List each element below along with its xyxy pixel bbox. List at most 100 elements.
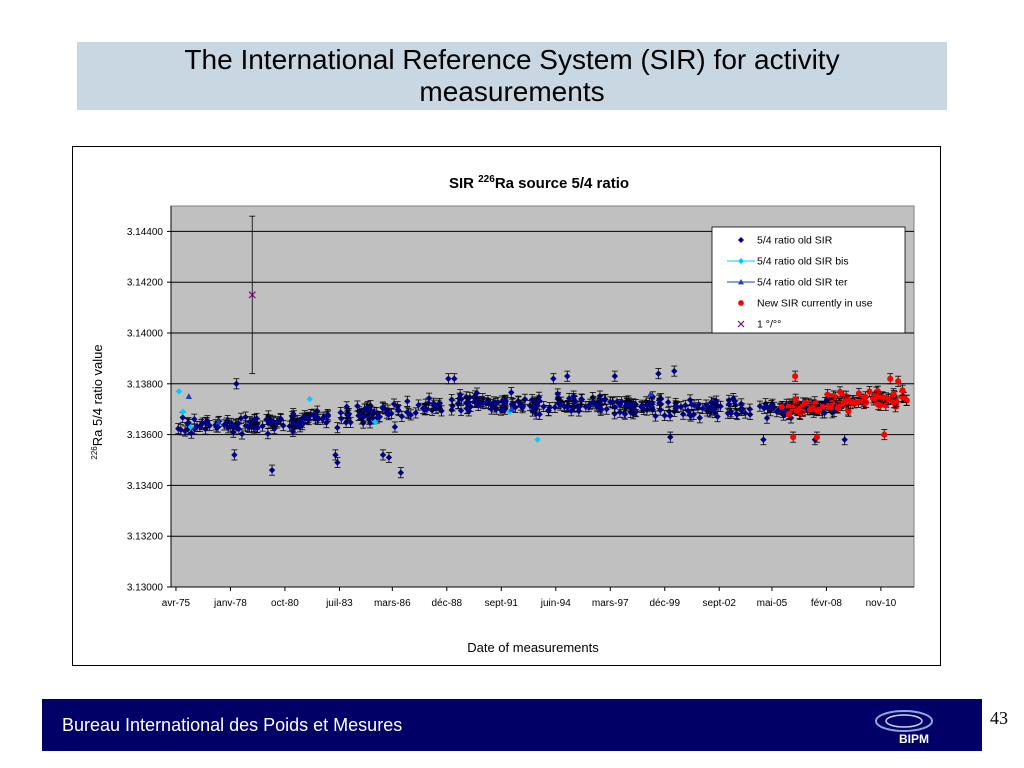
- old-sir-bis-point: [187, 423, 195, 431]
- x-tick-label: mai-05: [757, 598, 788, 609]
- series-5: [248, 215, 256, 375]
- old-sir-point: [425, 395, 433, 402]
- old-sir-point: [586, 401, 594, 408]
- old-sir-point: [589, 394, 596, 401]
- old-sir-point: [479, 400, 487, 407]
- new-sir-point: [900, 394, 907, 401]
- old-sir-point: [664, 399, 672, 406]
- new-sir-point: [813, 434, 820, 441]
- old-sir-point: [673, 403, 681, 410]
- old-sir-point: [175, 425, 182, 432]
- old-sir-point: [391, 423, 399, 431]
- old-sir-point: [609, 399, 616, 407]
- old-sir-point: [649, 393, 656, 401]
- old-sir-point: [233, 380, 240, 387]
- old-sir-point: [622, 402, 630, 409]
- old-sir-point: [725, 401, 733, 408]
- old-sir-point: [555, 400, 562, 407]
- legend-box: [711, 226, 906, 334]
- old-sir-point: [708, 398, 715, 406]
- old-sir-point: [230, 424, 237, 432]
- old-sir-point: [337, 409, 344, 416]
- x-tick-label: avr-75: [162, 598, 191, 609]
- old-sir-point: [474, 395, 481, 402]
- new-sir-point: [824, 391, 831, 398]
- old-sir-point: [379, 403, 387, 411]
- old-sir-point: [492, 400, 500, 407]
- new-sir-point: [893, 398, 900, 405]
- legend-old-sir-marker: [738, 237, 744, 243]
- legend-one-permille-marker: [737, 320, 745, 328]
- old-sir-point: [502, 397, 509, 404]
- old-sir-point: [702, 401, 710, 409]
- old-sir-point: [696, 414, 703, 421]
- old-sir-point: [710, 405, 718, 413]
- new-sir-point: [862, 393, 869, 400]
- old-sir-point: [407, 411, 414, 419]
- old-sir-point: [550, 375, 557, 382]
- old-sir-point: [365, 406, 372, 414]
- new-sir-point: [790, 434, 797, 441]
- new-sir-point: [792, 396, 799, 403]
- x-tick-label: mars-86: [374, 598, 411, 609]
- old-sir-point: [705, 405, 712, 412]
- old-sir-point: [412, 409, 419, 417]
- old-sir-point: [376, 413, 383, 421]
- x-axis: avr-75 janv-78 oct-80 juil-83 mars-86 déc-88 s…: [162, 586, 914, 609]
- old-sir-point: [521, 396, 529, 403]
- new-sir-point: [809, 402, 816, 409]
- x-tick-label: sept-91: [485, 598, 519, 609]
- x-tick-label: mars-97: [592, 598, 629, 609]
- old-sir-point: [571, 397, 578, 404]
- footer-organization: Bureau International des Poids et Mesure…: [62, 715, 403, 735]
- old-sir-point: [224, 417, 231, 424]
- x-tick-label: nov-10: [866, 598, 897, 609]
- old-sir-point: [760, 436, 767, 443]
- new-sir-point: [819, 403, 826, 410]
- old-sir-point: [457, 407, 465, 414]
- y-tick-label: 3.14400: [127, 227, 164, 238]
- legend-new-sir-marker: [738, 300, 744, 306]
- old-sir-point: [582, 403, 590, 410]
- y-tick-label: 3.13800: [127, 379, 164, 390]
- new-sir-point: [845, 397, 852, 404]
- old-sir-point: [667, 433, 674, 441]
- new-sir-point: [882, 402, 889, 409]
- old-sir-point: [597, 397, 604, 404]
- old-sir-point: [545, 407, 552, 414]
- old-sir-point: [404, 398, 411, 405]
- old-sir-point: [603, 405, 610, 413]
- new-sir-point: [887, 375, 894, 382]
- old-sir-point: [345, 410, 353, 418]
- old-sir-point: [515, 398, 522, 406]
- old-sir-point: [731, 398, 738, 405]
- old-sir-point: [665, 408, 673, 415]
- old-sir-point: [618, 398, 625, 406]
- old-sir-bis-point: [371, 418, 379, 426]
- old-sir-point: [448, 396, 455, 403]
- old-sir-point: [419, 405, 427, 412]
- y-tick-label: 3.13400: [127, 481, 164, 492]
- chart-svg: 3.13000 3.13200 3.13400 3.13600 3.13800 3.140…: [90, 174, 915, 655]
- y-tick-label: 3.13000: [127, 583, 164, 594]
- old-sir-point: [357, 411, 364, 418]
- old-sir-point: [770, 404, 778, 411]
- old-sir-ter-point: [647, 390, 654, 397]
- old-sir-point: [652, 412, 659, 420]
- old-sir-point: [782, 408, 789, 415]
- x-tick-label: déc-88: [432, 598, 463, 609]
- old-sir-point: [739, 405, 746, 413]
- old-sir-ter-point: [185, 393, 193, 400]
- old-sir-point: [760, 405, 768, 412]
- chart-title: SIR 226Ra source 5/4 ratio: [449, 174, 629, 192]
- y-axis-label: 226Ra 5/4 ratio value: [90, 344, 105, 459]
- old-sir-point: [746, 405, 754, 413]
- new-sir-point: [834, 404, 841, 412]
- old-sir-point: [727, 410, 735, 417]
- slide-title-banner: The International Reference System (SIR)…: [77, 42, 947, 110]
- bipm-logo-text: BIPM: [899, 732, 929, 746]
- old-sir-point: [841, 436, 848, 443]
- slide-title: The International Reference System (SIR)…: [184, 44, 840, 107]
- old-sir-point: [823, 395, 831, 403]
- old-sir-bis-point: [175, 388, 183, 395]
